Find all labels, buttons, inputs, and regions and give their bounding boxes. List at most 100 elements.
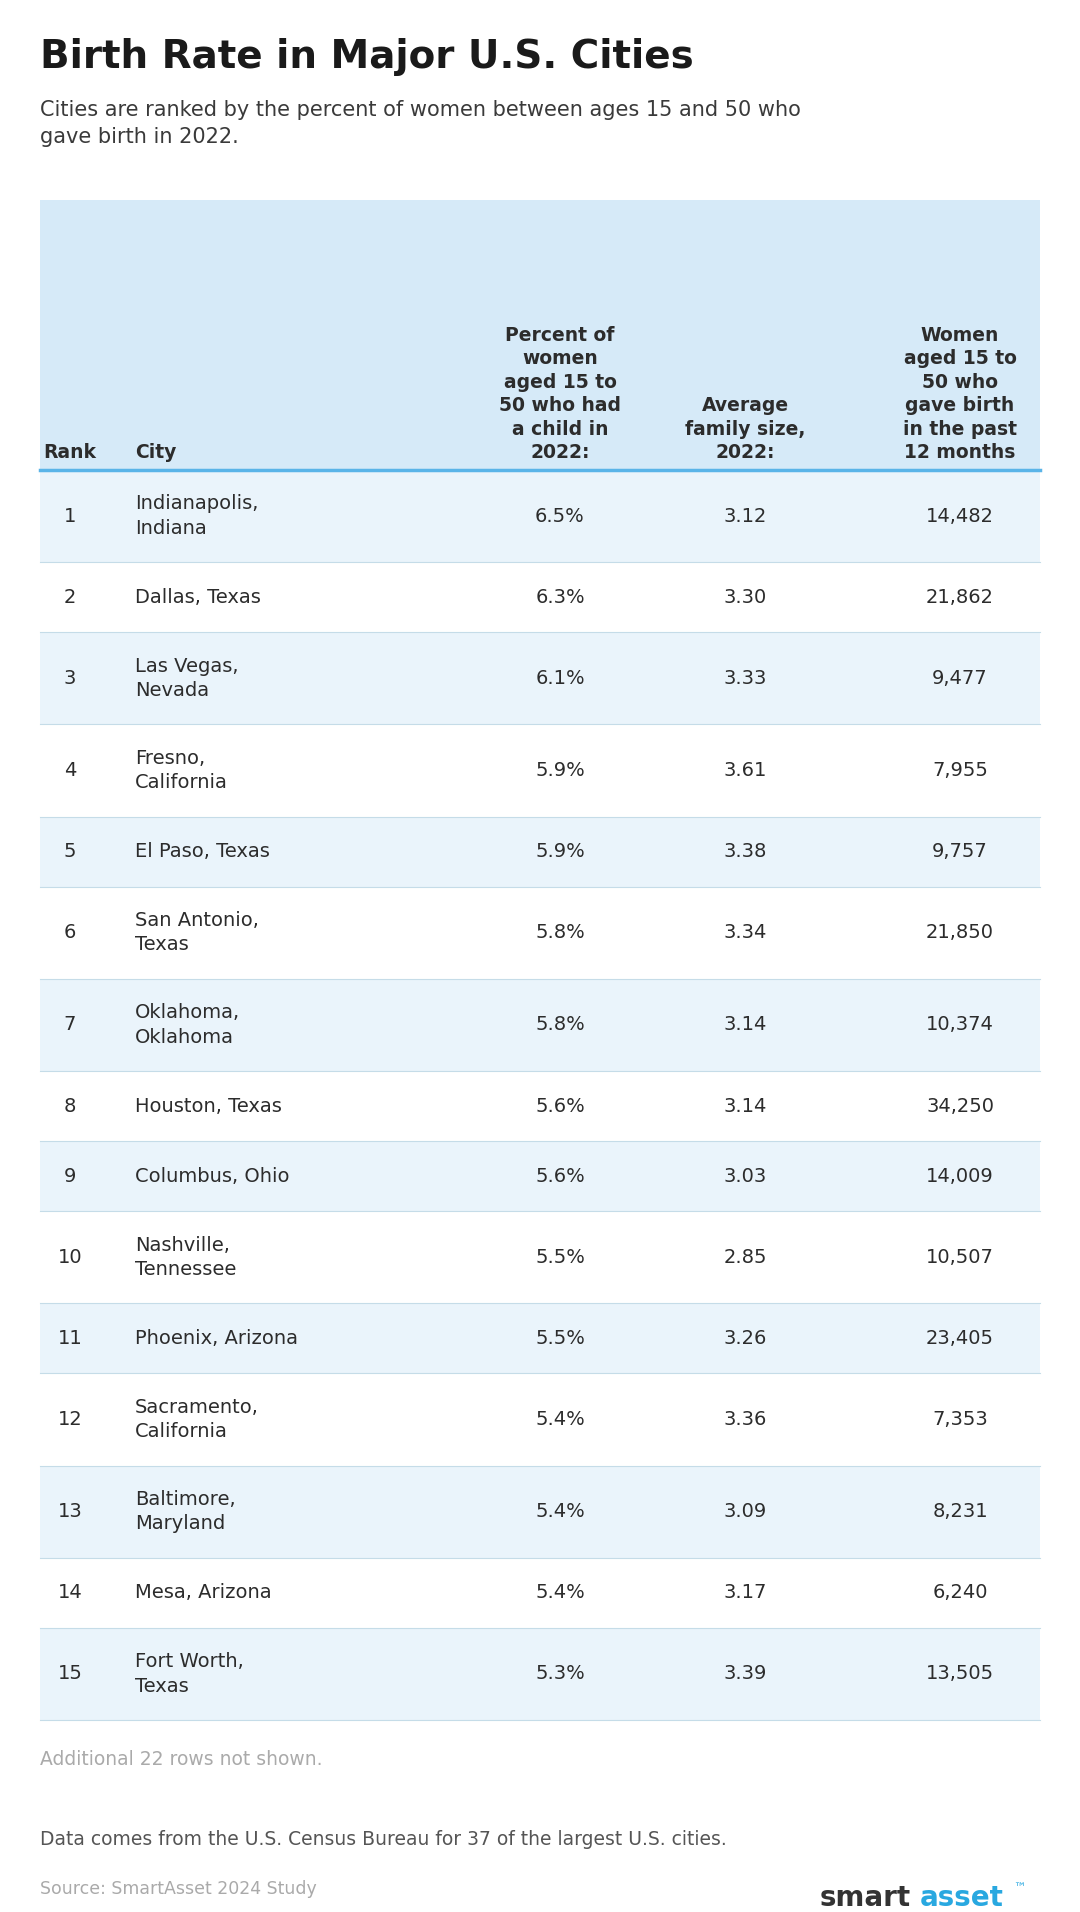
- Text: 13,505: 13,505: [926, 1663, 994, 1683]
- Text: 5.3%: 5.3%: [535, 1663, 585, 1683]
- Text: 5.5%: 5.5%: [535, 1329, 585, 1348]
- Text: Average
family size,
2022:: Average family size, 2022:: [685, 396, 806, 463]
- Text: Percent of
women
aged 15 to
50 who had
a child in
2022:: Percent of women aged 15 to 50 who had a…: [499, 325, 621, 463]
- Text: Houston, Texas: Houston, Texas: [135, 1097, 282, 1115]
- Text: 3.33: 3.33: [724, 669, 767, 688]
- Text: 7: 7: [64, 1015, 77, 1034]
- Text: smart: smart: [820, 1883, 912, 1912]
- Text: Rank: Rank: [43, 444, 96, 463]
- Text: 5.9%: 5.9%: [535, 841, 585, 860]
- Text: 14: 14: [57, 1583, 82, 1602]
- Text: 6: 6: [64, 923, 77, 943]
- Bar: [40, 633, 1040, 725]
- Bar: [40, 725, 1040, 816]
- Text: 6.5%: 6.5%: [535, 507, 585, 526]
- Text: 5: 5: [64, 841, 77, 860]
- Text: 3.17: 3.17: [724, 1583, 767, 1602]
- Text: 13: 13: [57, 1503, 82, 1522]
- Text: 34,250: 34,250: [926, 1097, 994, 1115]
- Bar: [40, 1467, 1040, 1558]
- Text: 4: 4: [64, 761, 77, 780]
- Bar: [40, 1373, 1040, 1467]
- Text: Data comes from the U.S. Census Bureau for 37 of the largest U.S. cities.: Data comes from the U.S. Census Bureau f…: [40, 1830, 727, 1849]
- Bar: [40, 887, 1040, 979]
- Bar: [40, 1304, 1040, 1373]
- Text: 14,009: 14,009: [927, 1166, 994, 1185]
- Text: 3.26: 3.26: [724, 1329, 767, 1348]
- Text: 9,757: 9,757: [932, 841, 988, 860]
- Text: 5.4%: 5.4%: [535, 1409, 585, 1428]
- Text: Oklahoma,
Oklahoma: Oklahoma, Oklahoma: [135, 1004, 240, 1046]
- Text: 6,240: 6,240: [932, 1583, 988, 1602]
- Text: asset: asset: [920, 1883, 1004, 1912]
- Text: 15: 15: [57, 1663, 82, 1683]
- Text: Phoenix, Arizona: Phoenix, Arizona: [135, 1329, 298, 1348]
- Text: 9: 9: [64, 1166, 77, 1185]
- Bar: [40, 816, 1040, 887]
- Text: 12: 12: [57, 1409, 82, 1428]
- Text: 3.39: 3.39: [724, 1663, 767, 1683]
- Text: 10,507: 10,507: [926, 1249, 994, 1268]
- Bar: [40, 979, 1040, 1071]
- Text: Birth Rate in Major U.S. Cities: Birth Rate in Major U.S. Cities: [40, 38, 693, 76]
- Text: 5.8%: 5.8%: [535, 1015, 585, 1034]
- Text: 3.61: 3.61: [724, 761, 767, 780]
- Bar: [40, 1071, 1040, 1141]
- Text: 6.3%: 6.3%: [536, 587, 584, 606]
- Text: 21,850: 21,850: [926, 923, 994, 943]
- Text: 5.4%: 5.4%: [535, 1503, 585, 1522]
- Text: City: City: [135, 444, 176, 463]
- Text: San Antonio,
Texas: San Antonio, Texas: [135, 912, 259, 954]
- Text: ™: ™: [1013, 1881, 1026, 1895]
- Bar: [40, 562, 1040, 633]
- Text: 3.14: 3.14: [724, 1097, 767, 1115]
- Text: 5.9%: 5.9%: [535, 761, 585, 780]
- Text: 5.4%: 5.4%: [535, 1583, 585, 1602]
- Bar: [40, 1627, 1040, 1721]
- Text: 8,231: 8,231: [932, 1503, 988, 1522]
- Text: 5.5%: 5.5%: [535, 1249, 585, 1268]
- Text: 5.6%: 5.6%: [535, 1166, 585, 1185]
- Text: Columbus, Ohio: Columbus, Ohio: [135, 1166, 289, 1185]
- Text: 5.8%: 5.8%: [535, 923, 585, 943]
- Text: 9,477: 9,477: [932, 669, 988, 688]
- Text: Nashville,
Tennessee: Nashville, Tennessee: [135, 1235, 237, 1279]
- Text: 14,482: 14,482: [926, 507, 994, 526]
- Text: Fresno,
California: Fresno, California: [135, 750, 228, 792]
- Bar: [40, 1210, 1040, 1304]
- Text: 7,955: 7,955: [932, 761, 988, 780]
- Text: 3.12: 3.12: [724, 507, 767, 526]
- Text: 3.36: 3.36: [724, 1409, 767, 1428]
- Bar: [40, 201, 1040, 470]
- Text: 10: 10: [57, 1249, 82, 1268]
- Text: 7,353: 7,353: [932, 1409, 988, 1428]
- Text: Cities are ranked by the percent of women between ages 15 and 50 who
gave birth : Cities are ranked by the percent of wome…: [40, 99, 801, 147]
- Text: 3.34: 3.34: [724, 923, 767, 943]
- Text: 1: 1: [64, 507, 77, 526]
- Bar: [40, 470, 1040, 562]
- Text: Source: SmartAsset 2024 Study: Source: SmartAsset 2024 Study: [40, 1879, 316, 1899]
- Text: Mesa, Arizona: Mesa, Arizona: [135, 1583, 272, 1602]
- Bar: [40, 1558, 1040, 1627]
- Text: Additional 22 rows not shown.: Additional 22 rows not shown.: [40, 1749, 323, 1769]
- Text: 3.14: 3.14: [724, 1015, 767, 1034]
- Text: 3.38: 3.38: [724, 841, 767, 860]
- Text: 21,862: 21,862: [926, 587, 994, 606]
- Bar: [40, 1141, 1040, 1210]
- Text: El Paso, Texas: El Paso, Texas: [135, 841, 270, 860]
- Text: 3.03: 3.03: [724, 1166, 767, 1185]
- Text: Las Vegas,
Nevada: Las Vegas, Nevada: [135, 656, 239, 700]
- Text: 23,405: 23,405: [926, 1329, 994, 1348]
- Text: 10,374: 10,374: [926, 1015, 994, 1034]
- Text: Indianapolis,
Indiana: Indianapolis, Indiana: [135, 495, 258, 537]
- Text: 8: 8: [64, 1097, 77, 1115]
- Text: 6.1%: 6.1%: [536, 669, 584, 688]
- Text: 5.6%: 5.6%: [535, 1097, 585, 1115]
- Text: Sacramento,
California: Sacramento, California: [135, 1398, 259, 1442]
- Text: 2: 2: [64, 587, 77, 606]
- Text: Women
aged 15 to
50 who
gave birth
in the past
12 months: Women aged 15 to 50 who gave birth in th…: [903, 325, 1017, 463]
- Text: 2.85: 2.85: [724, 1249, 767, 1268]
- Text: Dallas, Texas: Dallas, Texas: [135, 587, 261, 606]
- Text: 3.09: 3.09: [724, 1503, 767, 1522]
- Text: 11: 11: [57, 1329, 82, 1348]
